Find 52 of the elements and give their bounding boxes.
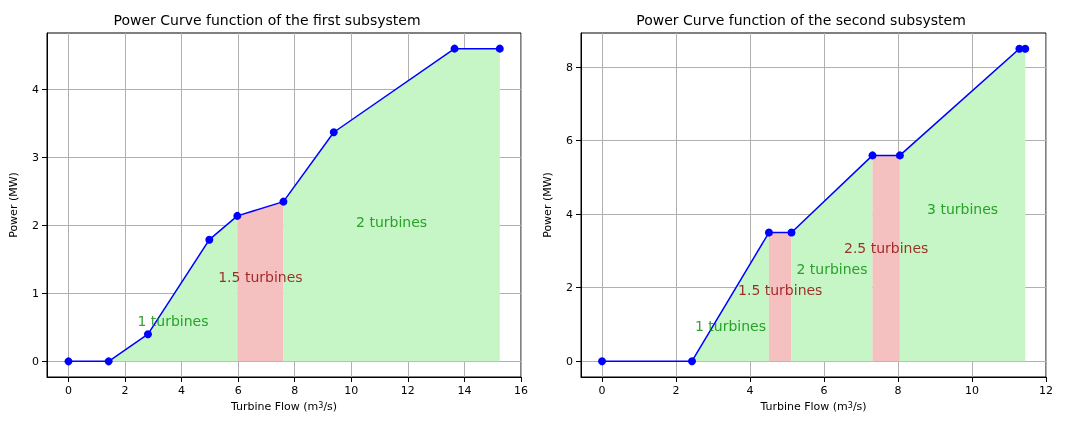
x-tick-label: 12 bbox=[1039, 384, 1053, 397]
point bbox=[764, 228, 773, 237]
x-tick-label: 0 bbox=[64, 384, 72, 397]
point bbox=[205, 235, 214, 244]
point bbox=[1021, 44, 1030, 53]
y-tick-label: 4 bbox=[566, 207, 573, 221]
point bbox=[598, 357, 607, 366]
y-tick-label: 4 bbox=[32, 82, 39, 96]
x-tick-label: 2 bbox=[672, 384, 680, 397]
x-tick-label: 12 bbox=[400, 384, 415, 397]
point bbox=[64, 357, 73, 366]
x-tick-label: 10 bbox=[344, 384, 359, 397]
x-tick-label: 6 bbox=[234, 384, 242, 397]
x-tick-label: 10 bbox=[965, 384, 980, 397]
y-tick-label: 2 bbox=[566, 281, 573, 295]
annotation: 1.5 turbines bbox=[218, 269, 303, 286]
y-tick-label: 0 bbox=[32, 354, 39, 368]
x-tick-label: 2 bbox=[121, 384, 129, 397]
y-tick-label: 1 bbox=[32, 286, 39, 300]
x-tick-label: 14 bbox=[457, 384, 472, 397]
x-tick-label: 6 bbox=[820, 384, 828, 397]
annotation: 1.5 turbines bbox=[738, 282, 823, 299]
x-tick-label: 8 bbox=[291, 384, 299, 397]
annotation: 2 turbines bbox=[796, 261, 868, 278]
y-tick-label: 0 bbox=[566, 354, 573, 368]
y-tick-label: 2 bbox=[32, 218, 39, 232]
point bbox=[329, 128, 338, 137]
point bbox=[687, 357, 696, 366]
x-tick-label: 4 bbox=[746, 384, 754, 397]
y-tick-label: 3 bbox=[32, 150, 39, 164]
x-tick-label: 0 bbox=[598, 384, 606, 397]
point bbox=[143, 330, 152, 339]
chart-title: Power Curve function of the second subsystem bbox=[636, 12, 966, 28]
point bbox=[279, 197, 288, 206]
x-tick-label: 16 bbox=[514, 384, 528, 397]
annotation: 3 turbines bbox=[927, 200, 999, 217]
y-tick-label: 8 bbox=[566, 60, 573, 74]
point bbox=[104, 357, 113, 366]
point bbox=[868, 151, 877, 160]
point bbox=[450, 44, 459, 53]
annotation: 2 turbines bbox=[356, 213, 428, 230]
point bbox=[787, 228, 796, 237]
point bbox=[895, 151, 904, 160]
point bbox=[233, 211, 242, 220]
y-axis-title: Power (MW) bbox=[7, 172, 20, 238]
y-axis-title: Power (MW) bbox=[541, 172, 554, 238]
x-tick-label: 8 bbox=[894, 384, 902, 397]
annotation: 2.5 turbines bbox=[844, 240, 929, 256]
y-tick-label: 6 bbox=[566, 134, 573, 148]
chart-title: Power Curve function of the first subsystem bbox=[113, 12, 421, 28]
point bbox=[495, 44, 504, 53]
x-tick-label: 4 bbox=[178, 384, 186, 397]
